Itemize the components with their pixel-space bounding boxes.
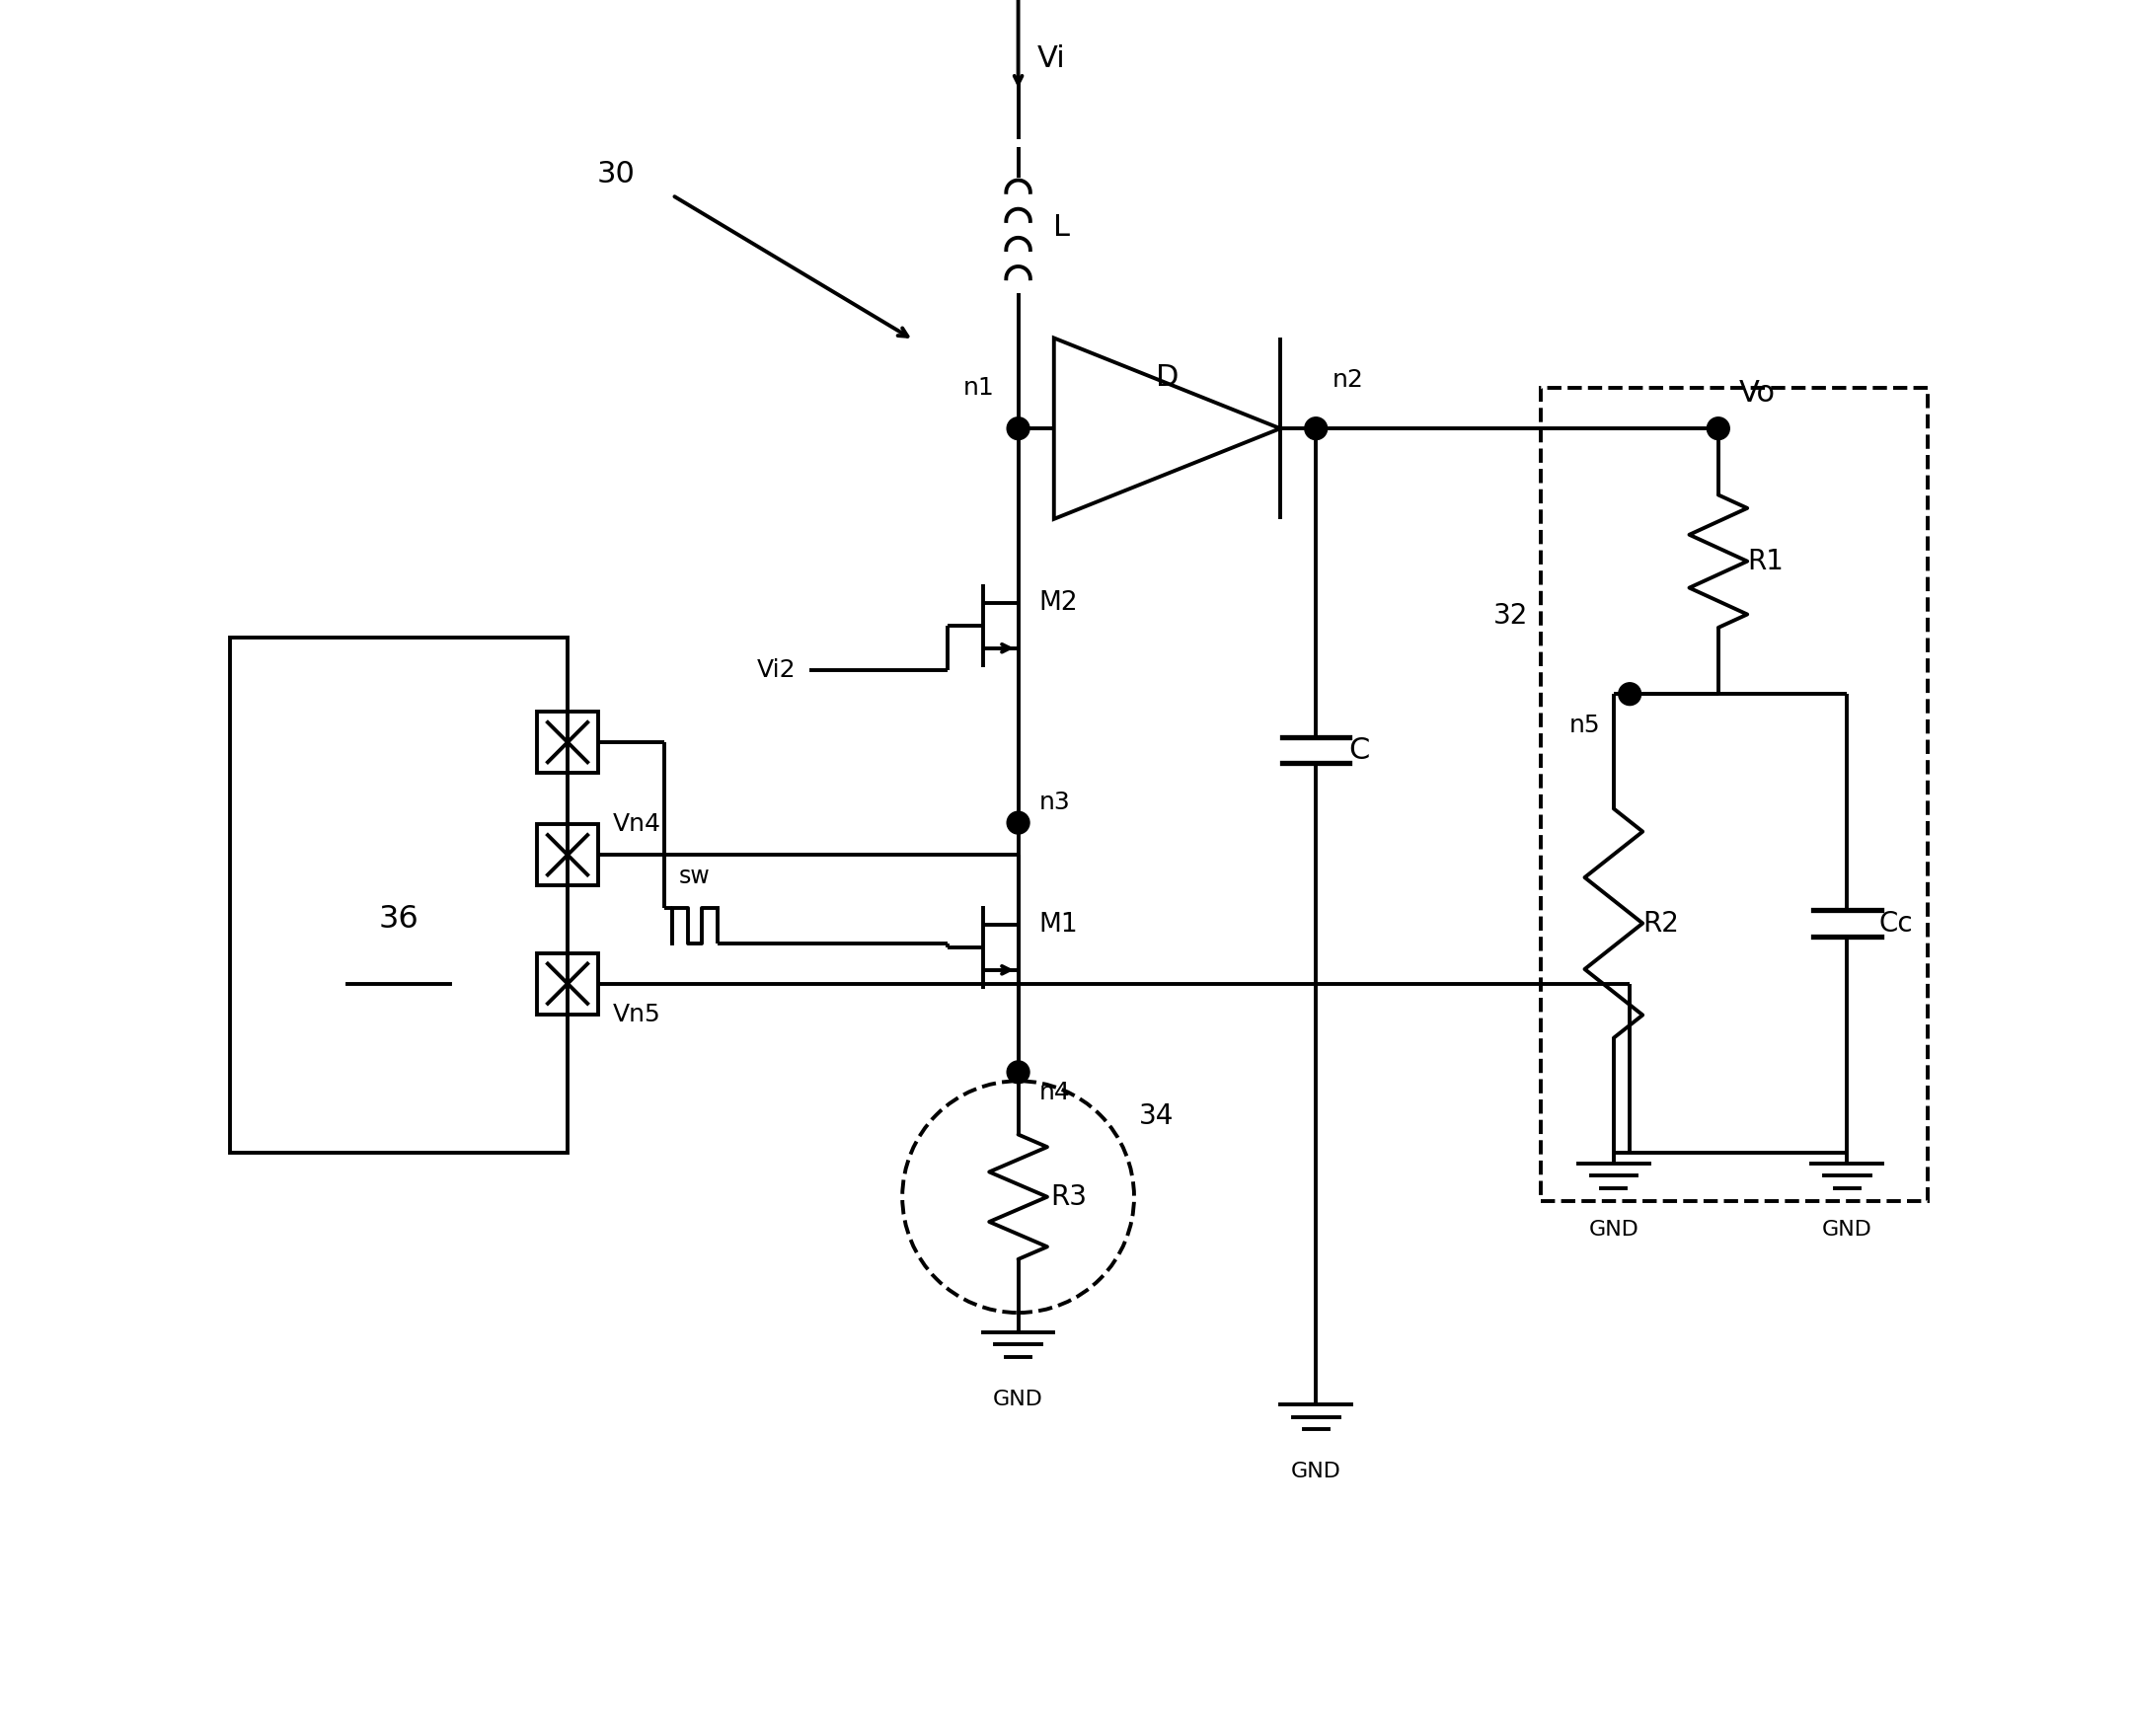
Text: GND: GND	[1290, 1462, 1342, 1481]
Circle shape	[1007, 1061, 1030, 1083]
Text: Cc: Cc	[1879, 910, 1913, 937]
Text: D: D	[1156, 363, 1180, 392]
Text: 32: 32	[1493, 602, 1529, 630]
Text: 30: 30	[597, 160, 636, 189]
Bar	[538, 953, 597, 1014]
Text: C: C	[1348, 736, 1369, 764]
Bar	[538, 712, 597, 773]
Text: M1: M1	[1039, 911, 1079, 937]
Circle shape	[1007, 417, 1030, 439]
Text: M2: M2	[1039, 590, 1079, 616]
Bar	[1542, 389, 1928, 1201]
Text: Vn4: Vn4	[612, 812, 661, 835]
Circle shape	[1007, 811, 1030, 833]
Text: L: L	[1054, 214, 1071, 241]
Text: Vo: Vo	[1738, 378, 1775, 408]
Text: Vi2: Vi2	[757, 658, 796, 682]
Text: 34: 34	[1139, 1102, 1173, 1130]
Circle shape	[1305, 417, 1327, 439]
Circle shape	[1706, 417, 1730, 439]
Text: n5: n5	[1570, 713, 1600, 738]
Text: GND: GND	[1589, 1220, 1638, 1240]
Text: sw: sw	[678, 865, 710, 889]
Text: GND: GND	[1822, 1220, 1873, 1240]
Text: R3: R3	[1049, 1182, 1088, 1210]
Text: 36: 36	[378, 904, 418, 934]
Text: n2: n2	[1331, 368, 1363, 392]
Text: n4: n4	[1039, 1080, 1071, 1104]
Text: Vi: Vi	[1037, 43, 1066, 73]
Circle shape	[1619, 682, 1640, 705]
Text: R2: R2	[1642, 910, 1679, 937]
Bar	[538, 825, 597, 885]
Text: n3: n3	[1039, 792, 1071, 814]
Text: Vn5: Vn5	[612, 1003, 661, 1026]
Text: n1: n1	[962, 377, 994, 399]
Text: GND: GND	[994, 1389, 1043, 1410]
Bar	[230, 637, 567, 1153]
Text: R1: R1	[1747, 547, 1783, 575]
